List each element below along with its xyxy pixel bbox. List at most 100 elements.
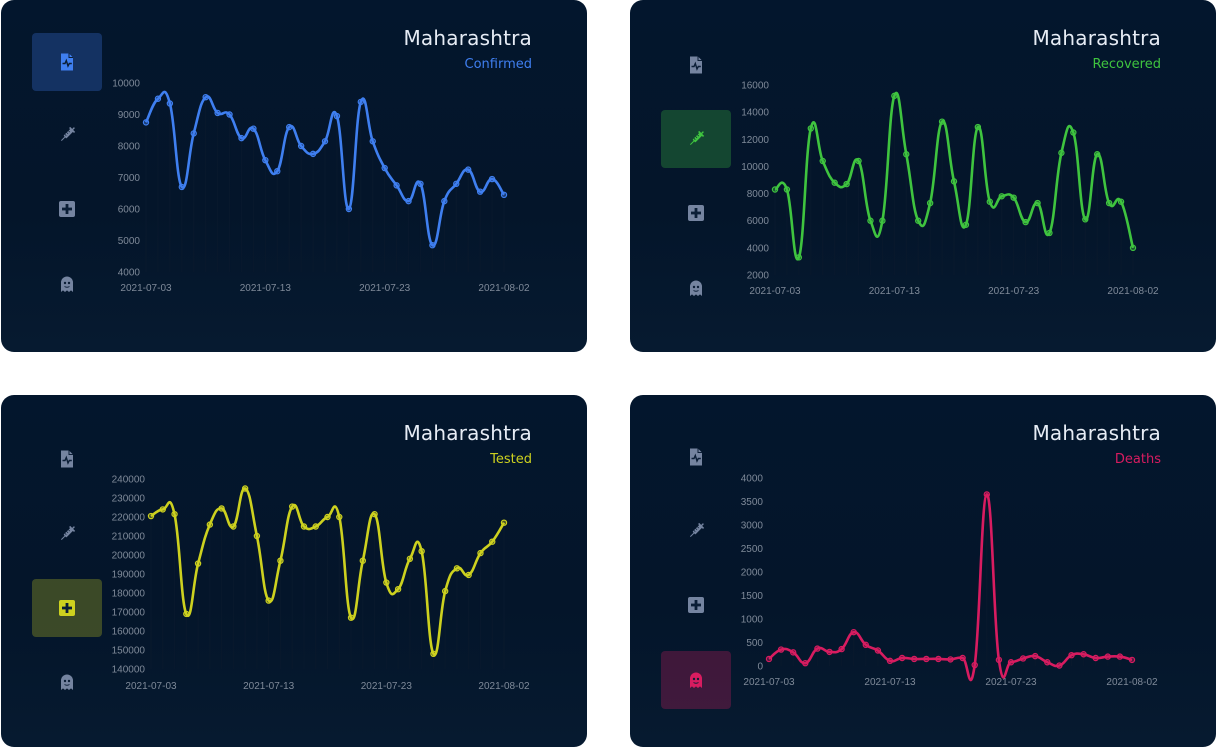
deaths-data-point[interactable] <box>947 656 954 663</box>
deaths-data-point[interactable] <box>923 655 930 663</box>
recovered-data-point[interactable] <box>831 179 838 186</box>
confirmed-data-point[interactable] <box>262 156 269 164</box>
confirmed-data-point[interactable] <box>357 98 364 106</box>
recovered-data-point[interactable] <box>855 157 862 165</box>
confirmed-data-point[interactable] <box>226 111 233 118</box>
deaths-data-point[interactable] <box>1116 653 1124 660</box>
tested-data-point[interactable] <box>453 565 461 572</box>
deaths-data-point[interactable] <box>802 659 809 667</box>
deaths-data-point[interactable] <box>995 656 1003 664</box>
deaths-data-point[interactable] <box>862 641 869 649</box>
deaths-data-point[interactable] <box>850 628 857 636</box>
tested-nav-ghost-button[interactable] <box>32 653 102 711</box>
recovered-data-point[interactable] <box>1082 216 1089 223</box>
tested-data-point[interactable] <box>371 510 378 518</box>
deaths-data-point[interactable] <box>898 654 906 662</box>
confirmed-data-point[interactable] <box>345 205 353 213</box>
confirmed-data-point[interactable] <box>154 95 162 102</box>
recovered-data-point[interactable] <box>1094 151 1101 158</box>
recovered-data-point[interactable] <box>974 123 982 131</box>
recovered-data-point[interactable] <box>771 186 779 193</box>
deaths-data-point[interactable] <box>983 491 990 498</box>
confirmed-nav-file-pulse-button[interactable] <box>32 33 102 91</box>
recovered-data-point[interactable] <box>1070 129 1077 136</box>
confirmed-data-point[interactable] <box>286 123 293 131</box>
tested-data-point[interactable] <box>183 610 190 618</box>
confirmed-data-point[interactable] <box>381 164 388 172</box>
deaths-data-point[interactable] <box>874 647 882 654</box>
recovered-data-point[interactable] <box>1034 199 1041 207</box>
recovered-data-point[interactable] <box>950 178 958 185</box>
deaths-data-point[interactable] <box>911 655 918 663</box>
deaths-data-point[interactable] <box>838 645 845 653</box>
confirmed-data-point[interactable] <box>309 150 317 158</box>
confirmed-data-point[interactable] <box>417 180 424 187</box>
tested-data-point[interactable] <box>171 510 178 518</box>
tested-data-point[interactable] <box>500 519 508 526</box>
tested-data-point[interactable] <box>230 523 237 530</box>
confirmed-data-point[interactable] <box>488 175 496 183</box>
confirmed-data-point[interactable] <box>441 197 448 205</box>
deaths-data-point[interactable] <box>1128 656 1136 664</box>
tested-data-point[interactable] <box>418 547 425 555</box>
deaths-data-point[interactable] <box>826 648 833 656</box>
tested-nav-file-pulse-button[interactable] <box>32 430 102 488</box>
deaths-data-point[interactable] <box>1068 651 1075 659</box>
tested-data-point[interactable] <box>430 650 437 657</box>
deaths-data-point[interactable] <box>789 649 797 656</box>
confirmed-nav-ghost-button[interactable] <box>32 255 102 313</box>
recovered-data-point[interactable] <box>1129 244 1137 252</box>
recovered-nav-medical-cross-button[interactable] <box>661 184 731 242</box>
deaths-data-point[interactable] <box>1032 652 1039 660</box>
confirmed-data-point[interactable] <box>393 182 400 189</box>
tested-data-point[interactable] <box>336 513 343 521</box>
confirmed-data-point[interactable] <box>202 93 209 101</box>
recovered-data-point[interactable] <box>915 217 922 224</box>
tested-data-point[interactable] <box>265 597 272 604</box>
confirmed-data-point[interactable] <box>142 119 150 126</box>
deaths-data-point[interactable] <box>1092 654 1099 662</box>
deaths-data-point[interactable] <box>814 645 821 652</box>
deaths-nav-file-pulse-button[interactable] <box>661 428 731 486</box>
deaths-nav-syringe-button[interactable] <box>661 502 731 560</box>
confirmed-data-point[interactable] <box>274 167 281 175</box>
deaths-data-point[interactable] <box>971 661 978 669</box>
confirmed-data-point[interactable] <box>321 138 329 145</box>
confirmed-data-point[interactable] <box>166 100 174 107</box>
recovered-data-point[interactable] <box>938 118 946 125</box>
recovered-data-point[interactable] <box>891 92 898 100</box>
tested-data-point[interactable] <box>465 571 472 579</box>
tested-data-point[interactable] <box>324 513 331 521</box>
tested-data-point[interactable] <box>477 549 484 557</box>
confirmed-nav-medical-cross-button[interactable] <box>32 180 102 238</box>
tested-data-point[interactable] <box>289 503 296 510</box>
recovered-nav-ghost-button[interactable] <box>661 259 731 317</box>
deaths-data-point[interactable] <box>1104 653 1111 660</box>
recovered-nav-file-pulse-button[interactable] <box>661 36 731 94</box>
confirmed-data-point[interactable] <box>333 112 341 120</box>
deaths-data-point[interactable] <box>1007 659 1015 666</box>
tested-data-point[interactable] <box>359 557 366 564</box>
recovered-data-point[interactable] <box>807 125 814 132</box>
confirmed-data-point[interactable] <box>429 242 436 249</box>
confirmed-data-point[interactable] <box>238 134 245 142</box>
tested-nav-medical-cross-button[interactable] <box>32 579 102 637</box>
confirmed-data-point[interactable] <box>465 166 472 173</box>
tested-data-point[interactable] <box>147 512 155 520</box>
confirmed-data-point[interactable] <box>214 109 221 117</box>
tested-data-point[interactable] <box>312 523 319 530</box>
recovered-nav-syringe-button[interactable] <box>661 110 731 168</box>
tested-data-point[interactable] <box>441 587 449 595</box>
tested-nav-syringe-button[interactable] <box>32 505 102 563</box>
recovered-data-point[interactable] <box>926 199 934 207</box>
recovered-data-point[interactable] <box>903 151 910 158</box>
tested-data-point[interactable] <box>489 538 496 545</box>
tested-data-point[interactable] <box>277 557 284 564</box>
deaths-data-point[interactable] <box>886 657 894 665</box>
deaths-data-point[interactable] <box>1019 655 1027 662</box>
tested-data-point[interactable] <box>406 555 414 562</box>
confirmed-data-point[interactable] <box>178 183 185 191</box>
tested-data-point[interactable] <box>194 560 202 567</box>
deaths-data-point[interactable] <box>1080 651 1087 658</box>
recovered-data-point[interactable] <box>867 217 874 224</box>
